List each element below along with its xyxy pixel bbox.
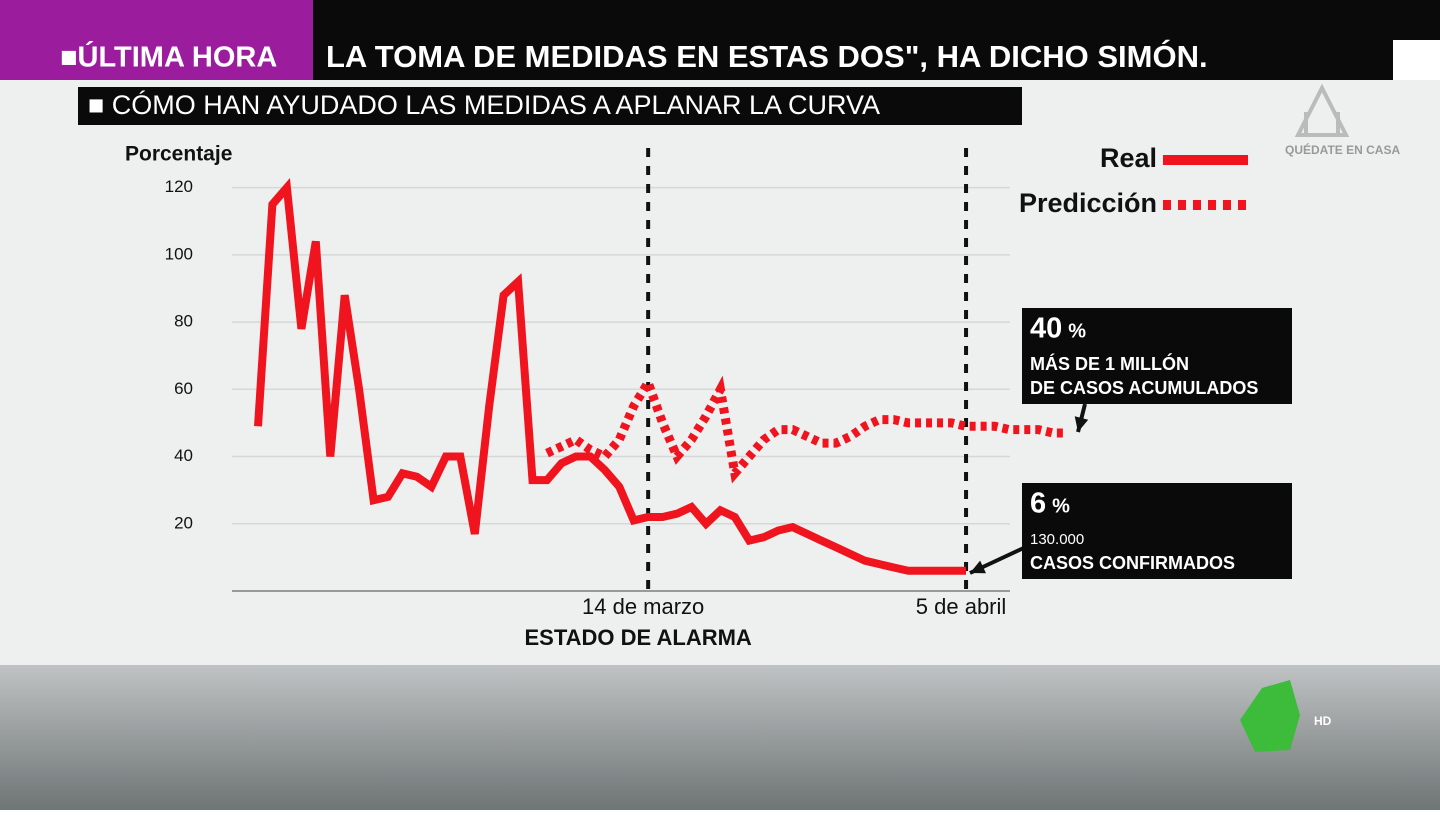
annotation-arrowhead [1074,416,1089,432]
series-line [545,372,1068,484]
ticker-end [1393,40,1440,80]
ticker-label-box [0,0,313,80]
ticker-label: ■ÚLTIMA HORA [60,40,277,74]
y-tick-label: 40 [174,446,193,465]
y-tick-label: 100 [165,244,193,263]
annotation-text: CASOS CONFIRMADOS [1030,553,1235,573]
y-tick-label: 120 [165,177,193,196]
logo-text: QUÉDATE EN CASA [1285,142,1400,157]
y-axis-label: Porcentaje [125,143,232,166]
y-tick-label: 80 [174,312,193,331]
annotation-value: 6 [1030,488,1046,520]
x-tick-label: 5 de abril [916,594,1007,619]
floor [0,665,1440,810]
series-line [254,177,966,575]
annotation-unit: % [1068,320,1086,342]
legend-label: Predicción [1019,188,1157,218]
annotation-text: DE CASOS ACUMULADOS [1030,378,1258,398]
logo-house [1294,83,1350,137]
y-tick-label: 60 [174,379,193,398]
y-tick-label: 20 [174,513,193,532]
event-label: ESTADO DE ALARMA [524,625,751,650]
legend-label: Real [1100,143,1157,173]
annotation-box [1022,483,1292,579]
annotation-value: 40 [1030,313,1062,345]
annotation-box [1022,308,1292,404]
annotation-text: MÁS DE 1 MILLÓN [1030,353,1189,374]
annotation-unit: % [1052,495,1070,517]
headline: ■ CÓMO HAN AYUDADO LAS MEDIDAS A APLANAR… [88,89,880,120]
hd-badge: HD [1314,714,1332,728]
headline-box [78,87,1022,125]
channel-logo [1240,680,1300,752]
annotation-text: 130.000 [1030,531,1084,548]
x-tick-label: 14 de marzo [582,594,704,619]
annotation-arrowhead [970,560,986,574]
ticker-text: LA TOMA DE MEDIDAS EN ESTAS DOS", HA DIC… [326,38,1208,74]
